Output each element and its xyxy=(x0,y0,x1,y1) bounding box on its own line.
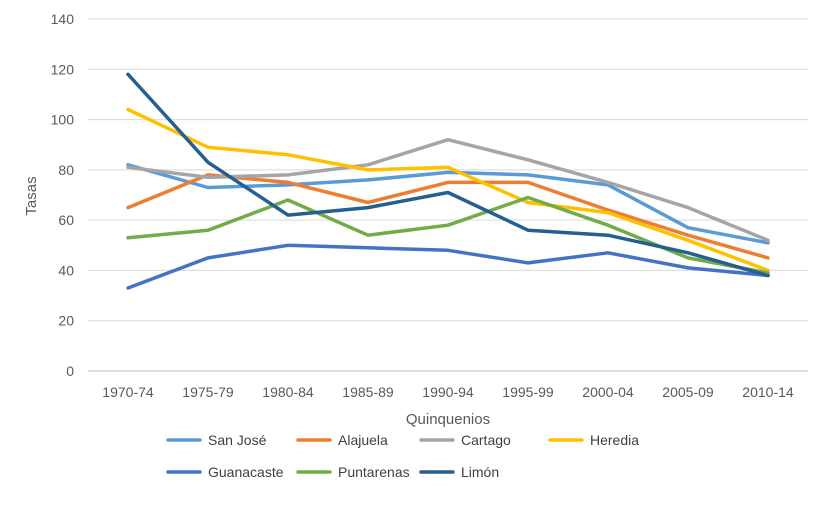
y-tick-label: 120 xyxy=(51,61,75,77)
series-line-2 xyxy=(126,137,770,243)
x-tick-label: 2000-04 xyxy=(582,384,634,400)
legend-label: Guanacaste xyxy=(208,464,284,480)
x-tick-label: 1985-89 xyxy=(342,384,394,400)
x-tick-label: 1970-74 xyxy=(102,384,154,400)
legend-label: Heredia xyxy=(590,432,639,448)
legend-label: Cartago xyxy=(461,432,511,448)
legend-label: Limón xyxy=(461,464,499,480)
legend-label: Alajuela xyxy=(338,432,388,448)
y-axis-title: Tasas xyxy=(23,176,40,215)
series-line-3 xyxy=(126,107,770,273)
legend: San José Alajuela Cartago Heredia Guanacaste… xyxy=(166,432,639,480)
x-axis-title: Quinquenios xyxy=(406,411,490,428)
y-tick-label: 80 xyxy=(58,162,74,178)
y-tick-label: 100 xyxy=(51,112,75,128)
y-tick-labels: 0 20 40 60 80 100 120 140 xyxy=(51,11,75,379)
x-tick-label: 1990-94 xyxy=(422,384,474,400)
legend-label: San José xyxy=(208,432,267,448)
x-tick-label: 2010-14 xyxy=(742,384,794,400)
x-tick-label: 1975-79 xyxy=(182,384,234,400)
y-tick-label: 60 xyxy=(58,212,74,228)
y-tick-label: 40 xyxy=(58,262,74,278)
legend-label: Puntarenas xyxy=(338,464,410,480)
x-tick-label: 1980-84 xyxy=(262,384,314,400)
series-line-6 xyxy=(126,72,770,278)
y-tick-label: 140 xyxy=(51,11,75,27)
y-tick-label: 0 xyxy=(66,363,74,379)
y-tick-label: 20 xyxy=(58,313,74,329)
gridlines xyxy=(88,18,808,322)
x-tick-label: 1995-99 xyxy=(502,384,554,400)
series-line-4 xyxy=(126,243,770,290)
series-line-0 xyxy=(126,163,770,245)
x-tick-labels: 1970-74 1975-79 1980-84 1985-89 1990-94 1995-… xyxy=(102,384,794,400)
x-tick-label: 2005-09 xyxy=(662,384,714,400)
series-lines xyxy=(126,72,770,290)
